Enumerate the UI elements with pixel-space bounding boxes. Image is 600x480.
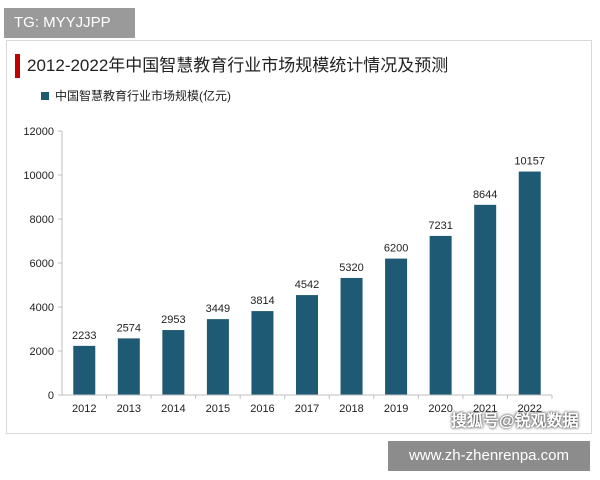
chart-title: 2012-2022年中国智慧教育行业市场规模统计情况及预测 [27,56,449,75]
y-tick-label: 2000 [30,346,54,358]
title-accent-bar [15,54,20,78]
value-label-2014: 2953 [161,314,185,326]
bar-2015 [206,319,229,395]
value-label-2017: 4542 [295,279,319,291]
bar-2022 [518,171,541,395]
legend-swatch [41,91,49,100]
x-tick-label-2018: 2018 [339,403,363,415]
value-label-2022: 10157 [514,156,545,168]
value-label-2019: 6200 [384,243,408,255]
url-watermark: www.zh-zhenrenpa.com [388,441,590,471]
bar-2014 [162,330,185,395]
x-tick-label-2020: 2020 [428,403,452,415]
x-tick-label-2014: 2014 [161,403,185,415]
value-label-2021: 8644 [473,189,497,201]
y-tick-label: 8000 [30,214,54,226]
y-tick-label: 4000 [30,302,54,314]
x-tick-label-2016: 2016 [250,403,274,415]
value-label-2012: 2233 [72,330,96,342]
x-axis: 2012 2013 2014 2015 2016 2017 2018 2019 2020 2021… [62,394,553,415]
x-tick-label-2015: 2015 [206,403,230,415]
y-axis: 0 2000 4000 6000 8000 10000 12000 [23,126,63,402]
y-tick-label: 10000 [23,170,54,182]
x-tick-label-2012: 2012 [72,403,96,415]
legend-label: 中国智慧教育行业市场规模(亿元) [55,89,231,103]
bar-2016 [251,311,274,395]
value-label-2016: 3814 [250,295,274,307]
sohu-watermark: 搜狐号@锐观数据 [451,413,579,430]
x-tick-label-2013: 2013 [117,403,141,415]
bar-2017 [296,295,318,395]
bar-2021 [474,204,497,395]
value-label-2020: 7231 [428,220,452,232]
x-tick-label-2019: 2019 [384,403,408,415]
legend: 中国智慧教育行业市场规模(亿元) [41,87,231,104]
bar-2013 [117,338,140,395]
value-label-2013: 2574 [117,322,141,334]
y-tick-label: 6000 [30,258,54,270]
value-labels: 2233 2574 2953 3449 3814 4542 5320 6200 7231 8644… [72,156,545,342]
x-tick-label-2017: 2017 [295,403,319,415]
bar-2019 [385,258,408,395]
bar-2020 [429,235,452,395]
y-tick-label: 12000 [23,126,54,138]
y-tick-label: 0 [48,390,54,402]
tg-badge: TG: MYYJJPP [4,8,135,38]
x-tick-label-2021: 2021 [473,403,497,415]
bar-2018 [340,277,363,395]
bars [73,171,541,395]
x-tick-label-2022: 2022 [517,403,541,415]
value-label-2018: 5320 [339,262,363,274]
value-label-2015: 3449 [206,303,230,315]
bar-2012 [73,345,96,395]
